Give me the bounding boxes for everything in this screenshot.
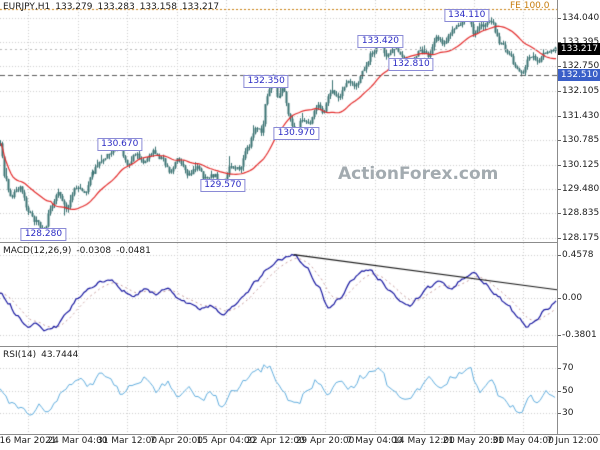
price-chart-canvas[interactable]	[0, 0, 557, 242]
level-price-tag: 132.510	[558, 69, 600, 81]
quote-low: 133.158	[139, 2, 177, 12]
axis-tick-mark	[558, 66, 561, 67]
axis-tick-mark	[558, 335, 561, 336]
axis-tick-mark	[558, 116, 561, 117]
axis-tick-label: 0.4578	[562, 249, 594, 260]
axis-tick-label: 130.125	[562, 159, 600, 170]
axis-tick-mark	[558, 391, 561, 392]
time-axis-label: 22 Apr 12:00	[246, 436, 305, 446]
time-axis-label: 31 May 04:00	[492, 436, 554, 446]
axis-tick-label: 132.750	[562, 61, 600, 72]
macd-value-2: -0.0481	[116, 246, 151, 256]
current-price-tag: 133.217	[558, 43, 600, 55]
axis-tick-label: 131.430	[562, 110, 600, 121]
axis-tick-mark	[558, 238, 561, 239]
pane-separator	[0, 242, 600, 243]
time-axis-label: 31 Mar 12:00	[96, 436, 158, 446]
time-axis-label: 7 Apr 20:00	[150, 436, 203, 446]
time-axis-label: 7 May 04:00	[346, 436, 403, 446]
time-axis-label: 7 Jun 12:00	[546, 436, 599, 446]
axis-tick-mark	[558, 189, 561, 190]
axis-tick-label: 129.480	[562, 184, 600, 195]
macd-indicator-canvas[interactable]	[0, 243, 557, 346]
axis-tick-label: 70	[562, 362, 574, 373]
axis-tick-mark	[558, 91, 561, 92]
rsi-label: RSI(14) 43.7444	[3, 350, 83, 360]
rsi-name: RSI(14)	[3, 350, 37, 360]
axis-tick-label: 50	[562, 385, 574, 396]
quote-open: 133.279	[55, 2, 93, 12]
axis-tick-mark	[558, 213, 561, 214]
macd-name: MACD(12,26,9)	[3, 246, 72, 256]
fib-expansion-label: FE 100.0	[510, 1, 550, 11]
time-axis-label: 21 May 20:00	[442, 436, 505, 446]
macd-value-1: -0.0308	[76, 246, 112, 256]
time-axis: 16 Mar 2021 24 Mar 04:00 31 Mar 12:00 7 Apr…	[0, 436, 600, 450]
axis-tick-mark	[558, 298, 561, 299]
axis-tick-label: 133.395	[562, 37, 599, 47]
axis-tick-label: 30	[562, 408, 574, 419]
time-axis-label: 24 Mar 04:00	[47, 436, 108, 446]
axis-tick-label: 132.105	[562, 85, 600, 96]
price-axis: 133.217 132.510 134.040 133.395 132.750 132…	[557, 0, 600, 434]
axis-tick-mark	[558, 368, 561, 369]
axis-tick-mark	[558, 42, 561, 43]
pane-separator	[0, 434, 600, 435]
symbol-timeframe: EURJPY,H1	[3, 2, 51, 12]
pane-separator	[0, 346, 600, 347]
axis-tick-mark	[558, 165, 561, 166]
axis-tick-label: -0.3801	[562, 329, 597, 340]
axis-tick-label: 134.040	[562, 13, 600, 23]
axis-tick-label: 130.785	[562, 135, 600, 146]
symbol-header: EURJPY,H1 133.279 133.283 133.158 133.217	[3, 2, 224, 12]
rsi-indicator-canvas[interactable]	[0, 347, 557, 434]
axis-tick-label: 128.835	[562, 208, 600, 219]
axis-tick-label: 128.175	[562, 233, 600, 244]
rsi-value: 43.7444	[41, 350, 79, 360]
axis-tick-mark	[558, 18, 561, 19]
time-axis-label: 14 May 12:00	[393, 436, 455, 446]
axis-tick-label: 0.00	[562, 293, 583, 304]
time-axis-label: 16 Mar 2021	[0, 436, 57, 446]
macd-label: MACD(12,26,9) -0.0308 -0.0481	[3, 246, 156, 256]
time-axis-label: 29 Apr 20:00	[295, 436, 355, 446]
quote-close: 133.217	[181, 2, 220, 12]
axis-tick-mark	[558, 255, 561, 256]
axis-tick-mark	[558, 140, 561, 141]
axis-tick-mark	[558, 413, 561, 414]
quote-high: 133.283	[97, 2, 135, 12]
time-axis-label: 15 Apr 04:00	[196, 436, 256, 446]
